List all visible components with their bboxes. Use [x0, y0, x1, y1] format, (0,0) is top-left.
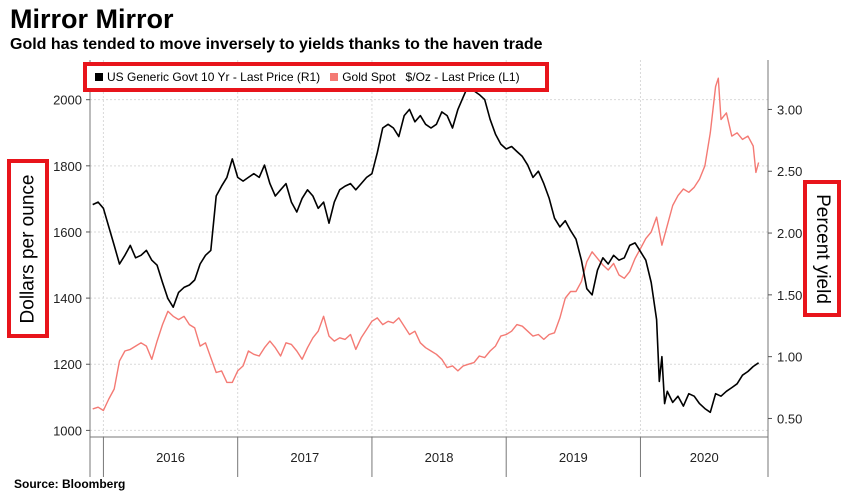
left-tick-label-4: 1800 — [53, 159, 82, 174]
left-tick-label-1: 1200 — [53, 357, 82, 372]
chart-title: Mirror Mirror — [10, 4, 174, 34]
x-tick-label-2017: 2017 — [290, 450, 319, 465]
x-tick-label-2019: 2019 — [559, 450, 588, 465]
right-tick-label-0: 0.50 — [777, 411, 802, 426]
plot-frame — [89, 60, 769, 477]
legend-swatch-yield — [95, 73, 103, 81]
legend-label-yield: US Generic Govt 10 Yr - Last Price (R1) — [107, 70, 321, 84]
x-axis: 2016 2017 2018 2019 2020 — [102, 437, 769, 477]
left-tick-label-0: 1000 — [53, 423, 82, 438]
left-axis-label: Dollars per ounce — [7, 159, 49, 338]
left-axis-label-text: Dollars per ounce — [17, 174, 39, 323]
source-note: Source: Bloomberg — [14, 477, 126, 491]
x-tick-label-2016: 2016 — [156, 450, 185, 465]
x-tick-label-2020: 2020 — [690, 450, 719, 465]
right-axis-label: Percent yield — [803, 180, 841, 317]
right-tick-label-1: 1.00 — [777, 350, 802, 365]
left-tick-label-3: 1600 — [53, 225, 82, 240]
legend-item-yield: US Generic Govt 10 Yr - Last Price (R1) — [95, 70, 320, 84]
right-tick-label-2: 1.50 — [777, 288, 802, 303]
right-tick-label-4: 2.50 — [777, 164, 802, 179]
legend-swatch-gold — [330, 73, 339, 81]
yield-series-line — [92, 83, 760, 414]
left-tick-label-2: 1400 — [53, 291, 82, 306]
gold-series-line — [92, 77, 760, 412]
gridlines — [90, 60, 768, 437]
right-tick-label-5: 3.00 — [777, 102, 802, 117]
right-axis-label-text: Percent yield — [812, 193, 833, 304]
x-tick-label-2018: 2018 — [425, 450, 454, 465]
chart-subtitle: Gold has tended to move inversely to yie… — [10, 36, 543, 53]
legend: US Generic Govt 10 Yr - Last Price (R1) … — [83, 62, 549, 92]
left-axis-ticks: 1000 1200 1400 1600 1800 2000 — [53, 93, 90, 438]
legend-label-gold: Gold Spot $/Oz - Last Price (L1) — [342, 70, 520, 84]
right-axis-ticks: 0.50 1.00 1.50 2.00 2.50 3.00 — [768, 102, 802, 426]
left-tick-label-5: 2000 — [53, 93, 82, 108]
legend-item-gold: Gold Spot $/Oz - Last Price (L1) — [330, 70, 520, 84]
series-lines — [92, 77, 760, 414]
right-tick-label-3: 2.00 — [777, 226, 802, 241]
